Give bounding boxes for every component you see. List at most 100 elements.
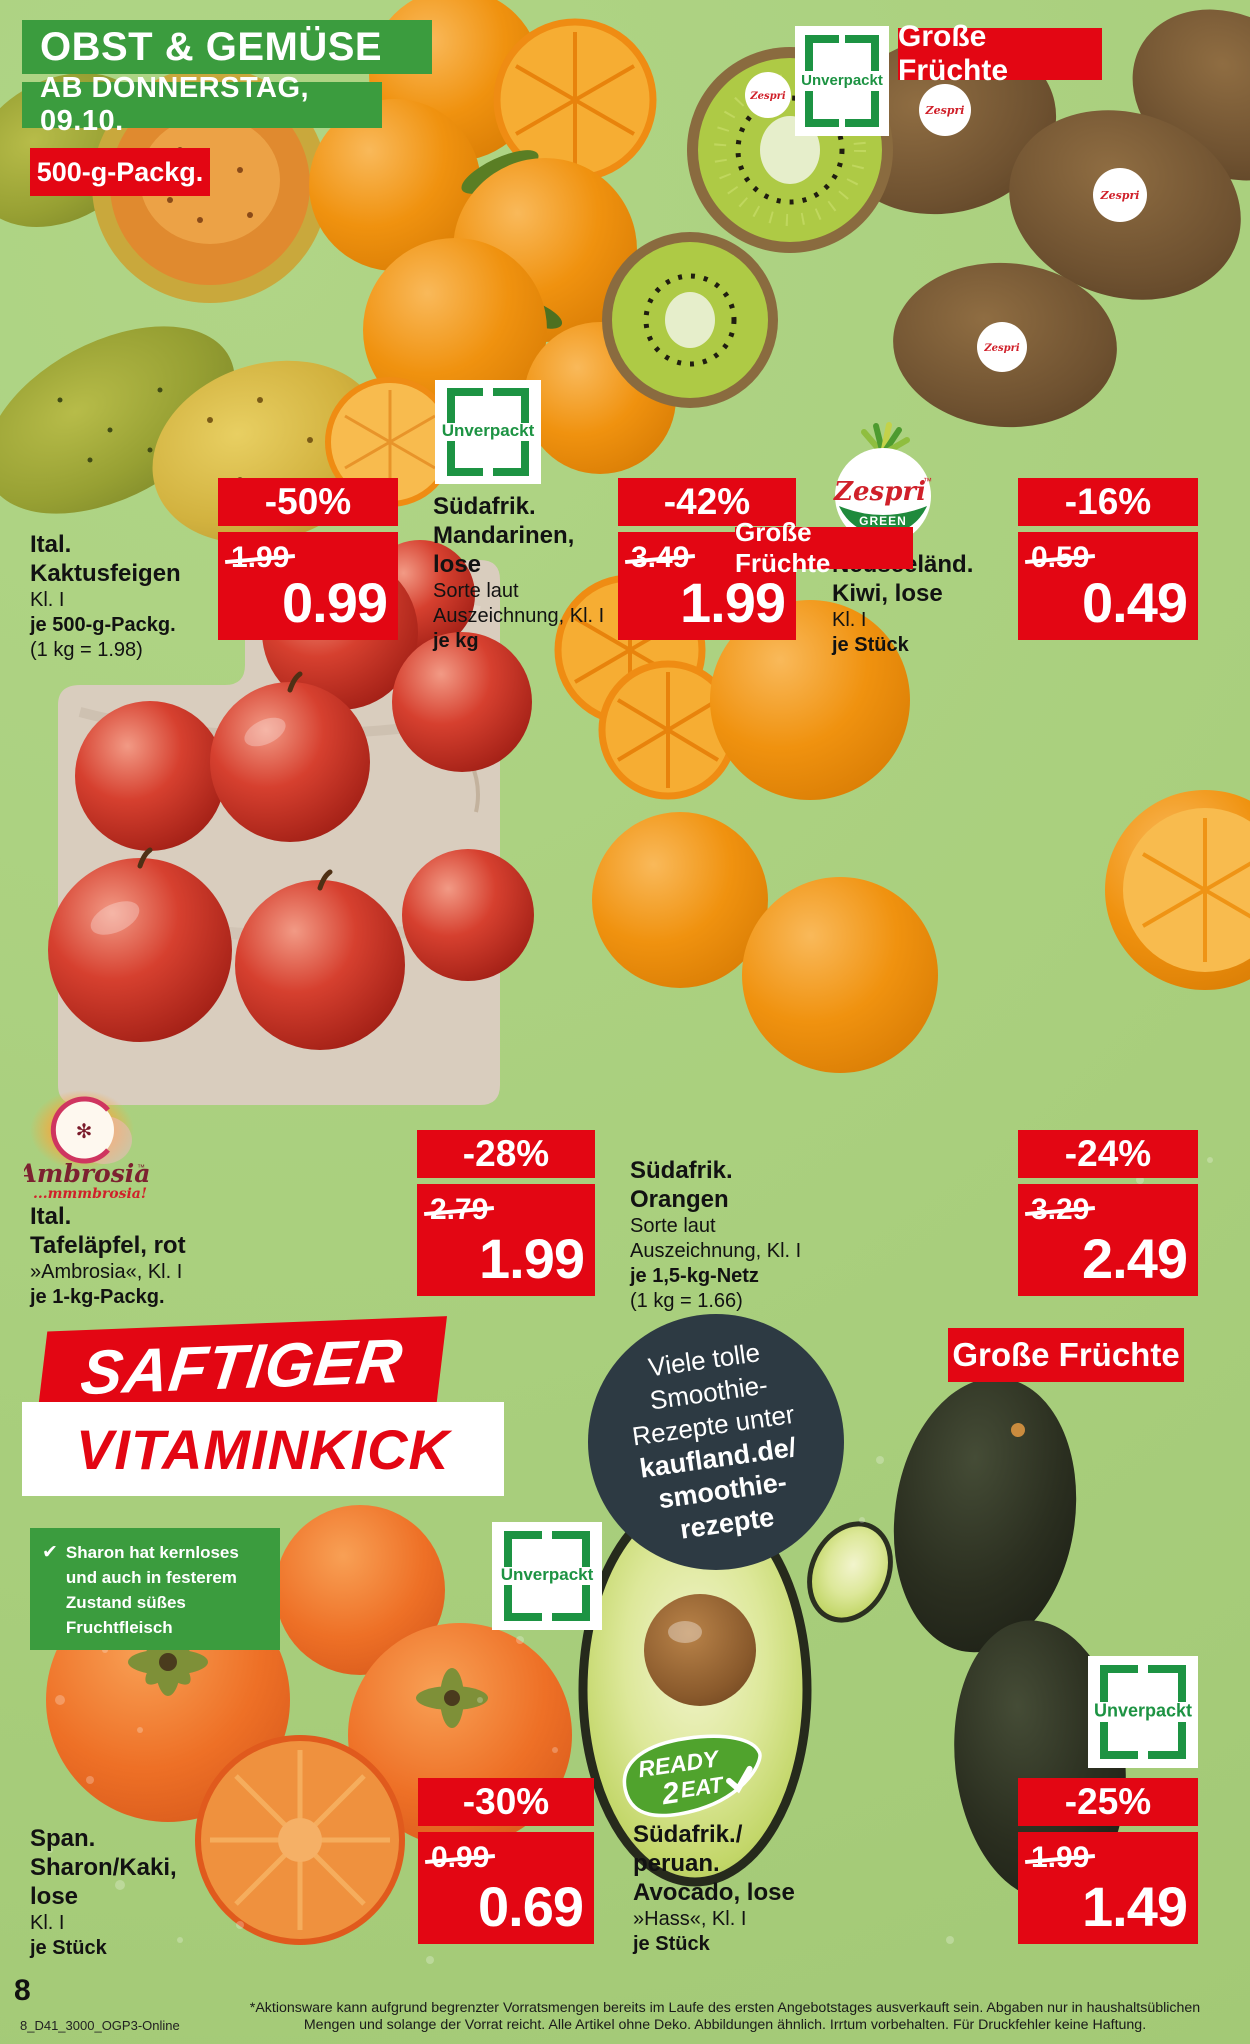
old-price-value: 0.59 (1031, 541, 1090, 574)
product-sort: Sorte laut (433, 580, 519, 602)
disclaimer: *Aktionsware kann aufgrund begrenzter Vo… (230, 2000, 1220, 2034)
product-unit: je Stück (30, 1937, 107, 1959)
bracket-icon (492, 440, 530, 476)
price-box: 0.99 0.69 (418, 1832, 594, 1944)
unverpackt-label: Unverpackt (1093, 1700, 1193, 1721)
new-price: 1.99 (479, 1227, 585, 1290)
price-box: 3.49 1.99 (618, 532, 796, 640)
product-origin2: peruan. (633, 1850, 720, 1877)
product-name2: lose (433, 551, 482, 578)
vitaminkick-banner: VITAMINKICK (22, 1402, 504, 1496)
discount-value: -25% (1064, 1781, 1152, 1822)
kaki-calyx (128, 1628, 208, 1696)
kaki-cut-half (195, 1735, 405, 1945)
product-name: Kaktusfeigen (30, 560, 181, 587)
product-origin: Ital. (30, 1203, 72, 1230)
bracket-icon (504, 1530, 542, 1567)
apples (48, 540, 534, 1050)
grosse-fruechte-label: Große Früchte (952, 1336, 1180, 1373)
discount-badge: -30% (418, 1778, 594, 1826)
product-class: Kl. I (832, 609, 867, 631)
zespri-sticker: Zespri Zespri Zespri Zespri (745, 72, 1147, 372)
product-name: Sharon/Kaki, (30, 1854, 177, 1881)
product-class: Auszeichnung, Kl. I (433, 605, 605, 627)
ambrosia-logo: ✻ Ambrosia ™ ...mmmbrosia! (24, 1090, 150, 1202)
page-number: 8 (14, 1974, 31, 2007)
bracket-icon (446, 388, 484, 424)
price-box: 2.79 1.99 (417, 1184, 595, 1296)
product-base-price: (1 kg = 1.66) (630, 1290, 743, 1312)
check-icon: ✔ (42, 1542, 58, 1563)
bracket-icon (845, 34, 879, 72)
unverpackt-badge: Unverpackt (492, 1522, 602, 1630)
orangen-image (554, 574, 1250, 1073)
product-unit: je 500-g-Packg. (30, 614, 176, 636)
discount-value: -24% (1064, 1133, 1152, 1174)
old-price: 3.49 (631, 541, 689, 575)
product-origin: Ital. (30, 531, 72, 558)
grosse-fruechte-label: Große Früchte (735, 517, 831, 578)
disclaimer-line: *Aktionsware kann aufgrund begrenzter Vo… (249, 2000, 1201, 2016)
product-mandarinen-text: Südafrik. Mandarinen, lose Sorte laut Au… (433, 492, 604, 654)
product-unit: je 1-kg-Packg. (30, 1286, 165, 1308)
product-origin: Südafrik. (630, 1157, 733, 1184)
old-price: 0.59 (1031, 541, 1089, 575)
vitaminkick-text: VITAMINKICK (76, 1417, 450, 1481)
usp-line: und auch in festerem (65, 1568, 237, 1587)
bracket-icon (1100, 1664, 1138, 1703)
old-price: 2.79 (430, 1193, 488, 1227)
product-unit: je 1,5-kg-Netz (630, 1265, 759, 1287)
ambrosia-seed-star-icon: ✻ (76, 1121, 93, 1143)
bracket-icon (1148, 1664, 1186, 1703)
bracket-icon (1100, 1721, 1138, 1760)
old-price: 0.99 (431, 1841, 489, 1875)
ready2eat-logo: READY 2 EAT (622, 1734, 762, 1818)
unverpackt-label: Unverpackt (441, 421, 535, 441)
page-title: OBST & GEMÜSE (22, 20, 432, 74)
kaki-calyx (416, 1668, 488, 1728)
new-price: 2.49 (1082, 1227, 1188, 1290)
unverpackt-label: Unverpackt (500, 1565, 594, 1585)
product-unit: je Stück (832, 634, 909, 656)
price-box: 1.99 1.49 (1018, 1832, 1198, 1944)
product-base-price: (1 kg = 1.98) (30, 639, 143, 661)
usp-line: Sharon hat kernloses (65, 1543, 239, 1562)
product-name: Avocado, lose (633, 1879, 795, 1906)
unverpackt-badge: Unverpackt (1088, 1656, 1198, 1768)
new-price: 0.49 (1082, 571, 1188, 634)
product-avocado-text: Südafrik./ peruan. Avocado, lose »Hass«,… (633, 1820, 795, 1957)
product-class: Kl. I (30, 589, 65, 611)
old-price-value: 1.99 (231, 541, 290, 574)
discount-badge: -25% (1018, 1778, 1198, 1826)
smoothie-note-circle: Viele tolle Smoothie- Rezepte unter kauf… (588, 1314, 844, 1570)
old-price-value: 0.99 (431, 1841, 490, 1874)
validity-date: AB DONNERSTAG, 09.10. (22, 72, 382, 137)
discount-badge: -50% (218, 478, 398, 526)
product-class: Kl. I (30, 1912, 65, 1934)
product-origin: Südafrik./ (633, 1821, 743, 1848)
unverpackt-label: Unverpackt (801, 71, 883, 89)
product-origin: Südafrik. (433, 493, 536, 520)
discount-value: -28% (462, 1133, 550, 1174)
grosse-fruechte-badge: Große Früchte (898, 20, 1102, 87)
product-name2: lose (30, 1883, 79, 1910)
ready2eat-num: 2 (659, 1776, 681, 1811)
usp-box: ✔ Sharon hat kernloses und auch in feste… (30, 1528, 280, 1650)
product-kaktusfeigen-text: Ital. Kaktusfeigen Kl. I je 500-g-Packg.… (30, 530, 181, 663)
kiwi-image: Zespri Zespri Zespri Zespri (602, 9, 1250, 428)
discount-value: -42% (663, 481, 751, 522)
unverpackt-badge: Unverpackt (435, 380, 541, 484)
bracket-icon (805, 90, 839, 128)
product-sort: »Ambrosia«, Kl. I (30, 1261, 183, 1283)
smoothie-note-text: Viele tolle Smoothie- Rezepte unter kauf… (621, 1333, 810, 1552)
discount-value: -30% (462, 1781, 550, 1822)
product-orangen-text: Südafrik. Orangen Sorte laut Auszeichnun… (630, 1156, 801, 1314)
ready2eat-check-icon (726, 1765, 753, 1794)
saftiger-text: SAFTIGER (77, 1326, 407, 1408)
old-price-value: 1.99 (1031, 1841, 1090, 1874)
bracket-icon (845, 90, 879, 128)
zespri-green-text: GREEN (859, 514, 907, 528)
product-name: Orangen (630, 1186, 729, 1213)
old-price: 3.29 (1031, 1193, 1089, 1227)
